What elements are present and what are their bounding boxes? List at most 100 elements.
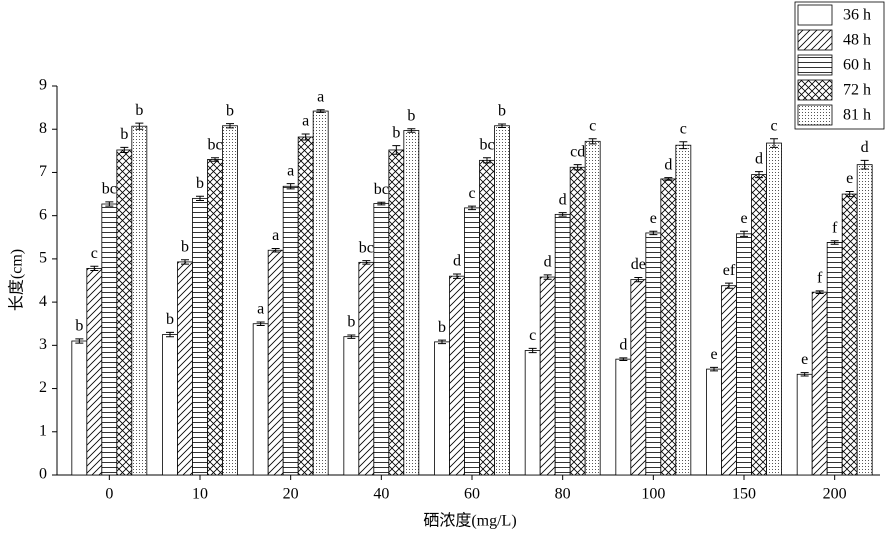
bar <box>479 159 495 476</box>
bar <box>434 341 450 476</box>
error-bar <box>740 230 748 237</box>
error-bar <box>710 366 718 372</box>
bar <box>736 233 752 476</box>
error-bar <box>377 201 386 206</box>
legend-label: 60 h <box>843 57 871 74</box>
significance-letter: d <box>453 253 461 270</box>
y-tick-label: 2 <box>39 379 47 396</box>
significance-letter: d <box>559 191 567 208</box>
error-bar <box>135 122 144 130</box>
bar <box>312 110 329 476</box>
bar <box>252 323 269 476</box>
error-bar <box>196 195 204 202</box>
error-bar <box>755 171 763 179</box>
y-tick-label: 6 <box>39 206 47 223</box>
y-tick-label: 9 <box>39 77 47 94</box>
error-bar <box>845 190 854 198</box>
significance-letter: b <box>347 314 355 331</box>
bar <box>569 166 586 476</box>
bar <box>615 358 632 476</box>
error-bar <box>120 146 129 154</box>
x-axis-title: 硒浓度(mg/L) <box>423 512 516 530</box>
error-bar <box>800 372 809 377</box>
significance-letter: d <box>861 139 869 156</box>
significance-letter: bc <box>102 181 117 198</box>
significance-letter: e <box>650 210 657 227</box>
bar <box>811 291 828 476</box>
error-bar <box>407 128 416 133</box>
significance-letter: b <box>498 103 506 120</box>
y-tick-label: 1 <box>39 422 47 439</box>
x-tick-label: 10 <box>192 486 208 503</box>
significance-letter: b <box>120 126 128 143</box>
significance-letter: bc <box>479 136 494 153</box>
significance-letter: bc <box>359 239 374 256</box>
y-axis-title: 长度(cm) <box>8 249 26 311</box>
bar <box>267 249 284 476</box>
bar <box>796 373 813 476</box>
significance-letter: b <box>392 124 400 141</box>
significance-letter: f <box>817 270 823 287</box>
x-tick-label: 20 <box>283 486 299 503</box>
bar <box>373 203 390 476</box>
bar <box>721 285 737 476</box>
bar <box>282 185 299 476</box>
significance-letter: c <box>529 327 536 344</box>
error-bar <box>392 145 401 155</box>
legend-swatch <box>797 54 833 76</box>
significance-letter: d <box>755 150 763 167</box>
bar <box>222 125 238 476</box>
x-tick-label: 60 <box>464 486 480 503</box>
significance-letter: c <box>680 120 687 137</box>
significance-letter: b <box>226 102 234 119</box>
bar <box>645 232 662 476</box>
y-tick-label: 7 <box>39 163 47 180</box>
error-bar <box>483 157 491 164</box>
bar <box>856 164 873 476</box>
bar <box>539 276 556 476</box>
error-bar <box>181 259 189 265</box>
error-bar <box>301 133 310 141</box>
bar <box>207 159 223 476</box>
y-tick-label: 4 <box>39 293 47 310</box>
bar <box>86 267 103 476</box>
x-tick-label: 0 <box>105 486 113 503</box>
error-bar <box>588 138 597 145</box>
bar <box>660 178 677 476</box>
error-bar <box>453 273 461 279</box>
y-tick-label: 3 <box>39 336 47 353</box>
x-tick-label: 100 <box>641 486 665 503</box>
error-bar <box>573 164 582 171</box>
error-bar <box>75 338 84 344</box>
significance-letter: b <box>438 319 446 336</box>
error-bar <box>438 339 446 345</box>
error-bar <box>528 347 537 354</box>
bar <box>751 174 767 476</box>
error-bar <box>211 157 219 162</box>
error-bar <box>770 138 778 148</box>
significance-letter: a <box>317 88 324 105</box>
bar <box>554 213 571 476</box>
error-bar <box>815 290 824 294</box>
bar <box>524 350 541 476</box>
legend-label: 48 h <box>843 32 871 49</box>
significance-letter: c <box>589 117 596 134</box>
bar <box>116 149 133 476</box>
significance-letter: d <box>619 337 627 354</box>
error-bar <box>860 159 869 170</box>
significance-letter: b <box>181 238 189 255</box>
bar <box>388 149 405 476</box>
significance-letter: a <box>257 301 264 318</box>
bar <box>841 193 858 476</box>
x-tick-label: 40 <box>373 486 389 503</box>
significance-letter: b <box>135 102 143 119</box>
significance-letter: e <box>801 351 808 368</box>
bar <box>131 125 148 476</box>
bar <box>464 207 480 476</box>
significance-letter: a <box>302 113 309 130</box>
bar <box>494 125 510 476</box>
significance-letter: e <box>846 170 853 187</box>
error-bar <box>619 357 628 361</box>
y-tick-label: 0 <box>39 466 47 483</box>
error-bar <box>558 212 567 217</box>
